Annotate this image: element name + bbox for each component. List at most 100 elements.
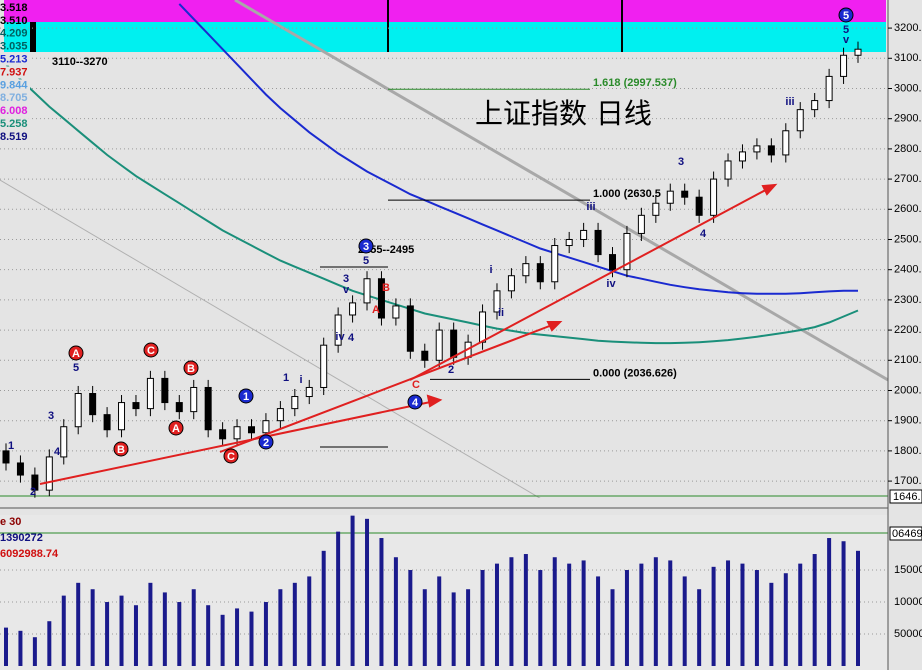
y-tick-label: 100000: [894, 596, 922, 608]
wave-label: 1: [283, 372, 289, 384]
candle-body: [175, 402, 183, 413]
candle-body: [291, 396, 299, 410]
volume-bar: [856, 550, 860, 666]
fib-label: 1.618 (2997.537): [593, 77, 677, 89]
y-tick-label: 1800.: [894, 445, 922, 457]
volume-bar: [47, 621, 52, 666]
candle-body: [276, 408, 284, 422]
wave-label: iv: [606, 278, 616, 290]
side-label: 5.213: [0, 54, 28, 66]
volume-bar: [451, 592, 456, 666]
y-tick-label: 2900.: [894, 113, 922, 125]
arrow-head: [761, 183, 778, 196]
candle-body: [493, 290, 501, 313]
volume-bar: [133, 605, 138, 666]
y-tick-label: 2400.: [894, 264, 922, 276]
y-tick-label: 2800.: [894, 143, 922, 155]
wave-label: 5: [843, 24, 849, 36]
volume-bar: [379, 538, 384, 666]
volume-bar: [119, 595, 124, 666]
candle-body: [204, 386, 212, 431]
volume-background: [0, 515, 888, 670]
volume-bar: [4, 627, 8, 666]
wave-label: 5: [843, 10, 849, 22]
wave-label: iii: [586, 201, 595, 213]
candle-body: [767, 145, 775, 156]
side-label-box: [0, 92, 30, 105]
wave-label: 5: [363, 255, 369, 267]
candle-body: [609, 254, 617, 271]
volume-bar: [711, 566, 716, 666]
y-tick-label: 3200.: [894, 22, 922, 34]
candle-body: [724, 160, 732, 180]
y-tick-label: 2600.: [894, 203, 922, 215]
y-tick-label: 3000.: [894, 82, 922, 94]
volume-bar: [191, 589, 196, 666]
volume-bar: [61, 595, 66, 666]
side-label: 9.844: [0, 79, 28, 91]
side-label: 8.705: [0, 92, 28, 104]
volume-bar: [263, 602, 268, 666]
side-label-box: [0, 66, 30, 79]
chart-title: 上证指数 日线: [475, 97, 652, 130]
channel-line: [234, 0, 888, 382]
wave-label: 3: [343, 273, 349, 285]
volume-bar: [538, 570, 543, 666]
wave-label: A: [172, 423, 180, 435]
moving-average: [5, 63, 859, 345]
side-label-box: [0, 118, 30, 131]
wave-label: 4: [700, 228, 707, 240]
wave-label: C: [227, 451, 235, 463]
volume-bar: [105, 602, 110, 666]
candle-body: [536, 263, 544, 283]
volume-bar: [754, 570, 759, 666]
wave-label: 3: [363, 241, 369, 253]
candle-body: [522, 263, 530, 277]
wave-label: ii: [498, 307, 504, 319]
last-value-label: 064696: [892, 528, 922, 540]
side-label: 3.035: [0, 41, 28, 53]
y-tick-label: 1900.: [894, 415, 922, 427]
volume-bar: [162, 592, 167, 666]
volume-bar: [18, 630, 23, 666]
candle-body: [16, 462, 24, 476]
candle-body: [161, 377, 169, 404]
wave-marker: [113, 441, 129, 457]
volume-bar: [480, 570, 485, 666]
candle-body: [652, 202, 660, 216]
candle-body: [2, 450, 10, 464]
wave-marker: [407, 394, 423, 410]
wave-label: i: [299, 374, 302, 386]
volume-bar: [682, 576, 687, 666]
volume-bar: [596, 576, 601, 666]
candle-body: [637, 214, 645, 234]
candle-body: [450, 329, 458, 358]
last-price-box: [889, 489, 922, 504]
candle-body: [479, 311, 487, 343]
wave-label: iii: [785, 96, 794, 108]
volume-bar: [581, 560, 586, 666]
candle-body: [623, 232, 631, 271]
candle-body: [406, 305, 414, 352]
y-tick-label: 1700.: [894, 475, 922, 487]
volume-bar: [76, 582, 81, 666]
volume-bar: [740, 563, 745, 666]
side-label-box: [0, 131, 30, 143]
range-label: 3110--3270: [52, 56, 108, 68]
wave-label: v: [343, 284, 350, 296]
candle-body: [247, 426, 255, 434]
candle-body: [710, 178, 718, 216]
volume-panel: [0, 515, 888, 670]
fib-label: 0.000 (2036.626): [593, 367, 677, 379]
candle-body: [363, 278, 371, 304]
volume-bar: [148, 582, 153, 666]
candle-body: [146, 377, 154, 410]
side-label: 4.209: [0, 28, 28, 40]
volume-bar: [393, 557, 398, 666]
volume-bar: [841, 541, 846, 666]
volume-bar: [798, 563, 803, 666]
side-label-box: [0, 105, 30, 118]
volume-bar: [235, 608, 240, 666]
wave-label: i: [489, 264, 492, 276]
wave-marker: [223, 448, 239, 464]
